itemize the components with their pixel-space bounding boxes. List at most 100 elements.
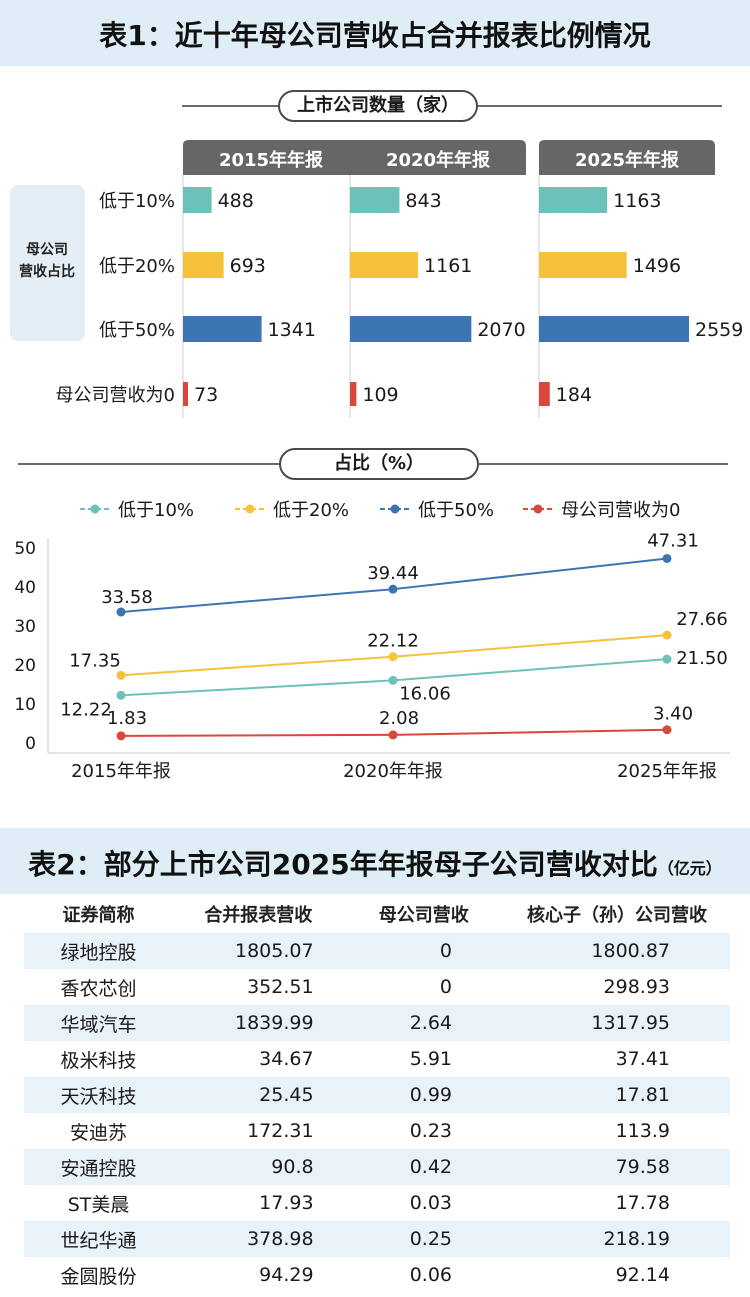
data-label: 17.35 bbox=[69, 650, 121, 671]
group-tab bbox=[350, 140, 526, 175]
bar-value-label: 2559 bbox=[695, 319, 743, 341]
bar-value-label: 2070 bbox=[477, 319, 525, 341]
category-label: 低于20% bbox=[99, 256, 175, 277]
side-panel bbox=[10, 185, 85, 341]
x-tick-label: 2020年年报 bbox=[343, 761, 443, 782]
data-point bbox=[662, 553, 672, 563]
bar-value-label: 1341 bbox=[268, 319, 316, 341]
bar-value-label: 1163 bbox=[613, 190, 661, 212]
cell-parent-revenue: 5.91 bbox=[409, 1048, 453, 1070]
table-title-text: 表2：部分上市公司2025年年报母子公司营收对比 bbox=[28, 848, 658, 881]
cell-security-name: ST美晨 bbox=[67, 1193, 130, 1216]
section-count-pill: 上市公司数量（家） bbox=[278, 90, 478, 122]
cell-parent-revenue: 2.64 bbox=[343, 1005, 505, 1041]
data-point bbox=[662, 630, 672, 640]
legend-label: 母公司营收为0 bbox=[561, 500, 680, 521]
bar bbox=[183, 382, 188, 406]
cell-consolidated-revenue: 172.31 bbox=[247, 1120, 314, 1142]
bar bbox=[183, 252, 224, 278]
table-row: 天沃科技 25.45 0.99 17.81 bbox=[24, 1077, 730, 1113]
legend-label: 低于50% bbox=[418, 500, 494, 521]
data-label: 12.22 bbox=[60, 699, 112, 720]
cell-consolidated-revenue: 1839.99 bbox=[173, 1005, 344, 1041]
table-row: ST美晨 17.93 0.03 17.78 bbox=[24, 1185, 730, 1221]
legend-marker bbox=[90, 504, 100, 514]
bar bbox=[539, 252, 627, 278]
line-chart: 0 10 20 30 40 50 2015年年报 2020年年报 2025年年报 低于10% 低于2… bbox=[14, 500, 730, 782]
cell-consolidated-revenue: 352.51 bbox=[247, 976, 314, 998]
bar bbox=[350, 252, 419, 278]
bar bbox=[350, 187, 400, 213]
data-point bbox=[116, 731, 126, 741]
cell-parent-revenue: 0.06 bbox=[409, 1264, 453, 1286]
cell-consolidated-revenue: 34.67 bbox=[259, 1048, 314, 1070]
cell-subsidiary-revenue: 298.93 bbox=[603, 976, 670, 998]
bar bbox=[350, 316, 472, 342]
group-tab-label: 2025年年报 bbox=[575, 149, 679, 171]
legend-label: 低于10% bbox=[118, 500, 194, 521]
cell-consolidated-revenue: 94.29 bbox=[259, 1264, 314, 1286]
data-point bbox=[116, 670, 126, 680]
y-tick-label: 10 bbox=[14, 695, 36, 715]
data-point bbox=[662, 654, 672, 664]
table-row: 华域汽车 1839.99 2.64 1317.95 bbox=[24, 1005, 730, 1041]
side-label-line1: 母公司 bbox=[26, 242, 68, 258]
y-tick-label: 20 bbox=[14, 656, 36, 676]
data-label: 21.50 bbox=[676, 648, 728, 669]
header-banner bbox=[0, 0, 750, 66]
table-row: 绿地控股 1805.07 0 1800.87 bbox=[24, 933, 730, 969]
cell-security-name: 香农芯创 bbox=[60, 977, 137, 1000]
cell-subsidiary-revenue: 218.19 bbox=[504, 1221, 730, 1257]
cell-parent-revenue: 0 bbox=[343, 933, 505, 969]
group-tab-label: 2015年年报 bbox=[219, 149, 323, 171]
cell-consolidated-revenue: 90.8 bbox=[173, 1149, 344, 1185]
col-header-subsidiary: 核心子（孙）公司营收 bbox=[527, 905, 707, 926]
x-tick-label: 2015年年报 bbox=[71, 761, 171, 782]
group-tab bbox=[183, 140, 359, 175]
bar-value-label: 184 bbox=[556, 384, 592, 406]
category-label: 低于10% bbox=[99, 191, 175, 212]
table-row: 安迪苏 172.31 0.23 113.9 bbox=[24, 1113, 730, 1149]
cell-subsidiary-revenue: 17.78 bbox=[615, 1192, 670, 1214]
group-tab-label: 2020年年报 bbox=[386, 149, 490, 171]
bar bbox=[183, 316, 262, 342]
cell-consolidated-revenue: 25.45 bbox=[173, 1077, 344, 1113]
data-point bbox=[388, 652, 398, 662]
y-tick-label: 30 bbox=[14, 617, 36, 637]
data-point bbox=[388, 730, 398, 740]
x-tick-label: 2025年年报 bbox=[617, 761, 717, 782]
cell-subsidiary-revenue: 79.58 bbox=[504, 1149, 730, 1185]
cell-parent-revenue: 0 bbox=[439, 976, 453, 998]
bar-value-label: 1161 bbox=[424, 255, 472, 277]
cell-consolidated-revenue: 1805.07 bbox=[173, 933, 344, 969]
side-label-line2: 营收占比 bbox=[19, 263, 75, 280]
cell-parent-revenue: 0.23 bbox=[409, 1120, 453, 1142]
bar bbox=[539, 382, 550, 406]
bar bbox=[183, 187, 212, 213]
data-point bbox=[116, 607, 126, 617]
bar-value-label: 693 bbox=[230, 255, 266, 277]
bar-value-label: 488 bbox=[218, 190, 254, 212]
col-header-parent: 母公司营收 bbox=[378, 905, 469, 926]
cell-security-name: 华域汽车 bbox=[24, 1005, 174, 1041]
table-row: 极米科技 34.67 5.91 37.41 bbox=[24, 1041, 730, 1077]
table-row: 世纪华通 378.98 0.25 218.19 bbox=[24, 1221, 730, 1257]
section-ratio-pill: 占比（%） bbox=[279, 448, 479, 480]
data-label: 27.66 bbox=[676, 609, 728, 630]
legend-marker bbox=[245, 504, 255, 514]
cell-security-name: 天沃科技 bbox=[24, 1077, 174, 1113]
cell-security-name: 安迪苏 bbox=[70, 1121, 128, 1144]
comparison-table: 证券简称 合并报表营收 母公司营收 核心子（孙）公司营收 绿地控股 1805.07… bbox=[24, 895, 730, 1293]
data-label: 39.44 bbox=[367, 563, 419, 584]
legend-label: 低于20% bbox=[273, 500, 349, 521]
cell-security-name: 金圆股份 bbox=[60, 1265, 137, 1288]
data-label: 16.06 bbox=[399, 683, 451, 704]
data-label: 33.58 bbox=[101, 587, 153, 608]
cell-security-name: 极米科技 bbox=[60, 1049, 137, 1072]
data-point bbox=[662, 725, 672, 735]
legend-marker bbox=[533, 504, 543, 514]
cell-subsidiary-revenue: 92.14 bbox=[615, 1264, 670, 1286]
cell-subsidiary-revenue: 113.9 bbox=[615, 1120, 670, 1142]
data-point bbox=[388, 675, 398, 685]
